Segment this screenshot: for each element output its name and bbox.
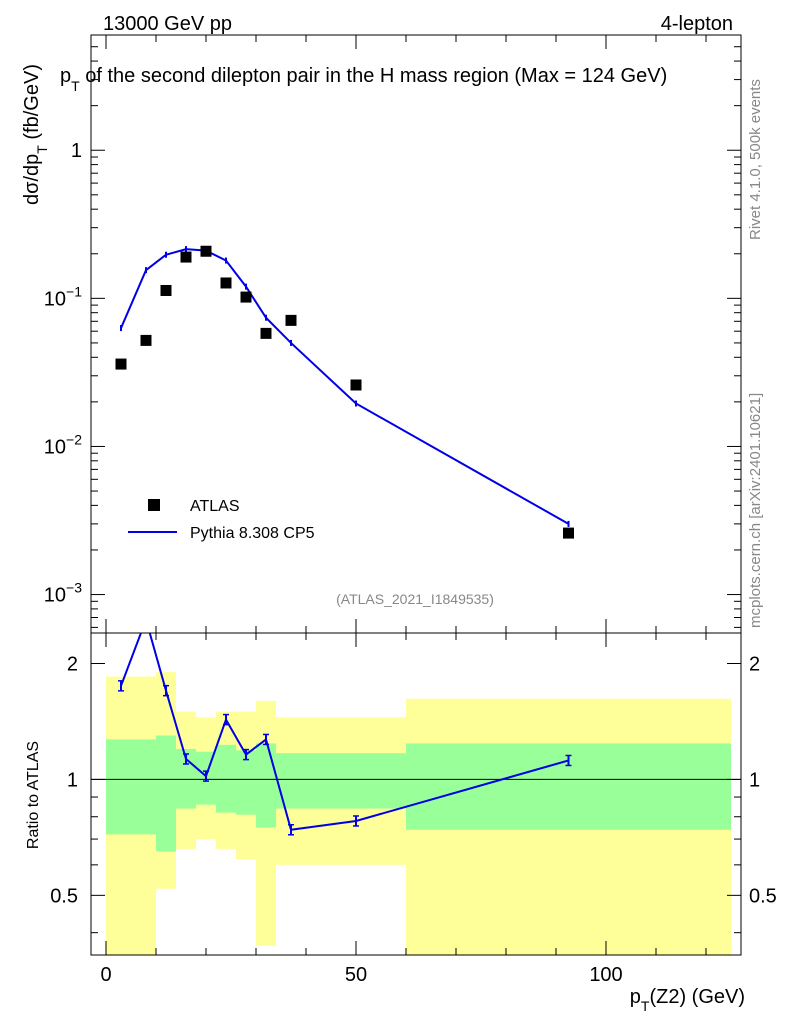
y-ratio-tick-label-left: 1 xyxy=(67,769,78,791)
channel-label: 4-lepton xyxy=(661,13,733,35)
band-inner xyxy=(216,744,236,813)
data-point xyxy=(200,245,212,257)
legend-data-label: ATLAS xyxy=(190,498,240,515)
x-tick-label: 100 xyxy=(589,964,622,986)
band-inner xyxy=(236,750,256,815)
rivet-label: Rivet 4.1.0, 500k events xyxy=(747,79,764,240)
y-axis-title-main-sub: T xyxy=(34,145,50,154)
plot-title-rest: of the second dilepton pair in the H mas… xyxy=(80,65,668,87)
data-point xyxy=(220,277,232,289)
data-point xyxy=(563,527,574,539)
y-main-tick-label: 10−2 xyxy=(44,431,82,458)
band-inner xyxy=(256,743,276,828)
data-point xyxy=(160,284,172,296)
y-axis-title-main: dσ/dpT (fb/GeV) xyxy=(21,64,50,205)
band-inner xyxy=(156,735,176,852)
data-point xyxy=(260,327,272,339)
y-main-tick-label: 1 xyxy=(71,140,82,162)
plot-title-prefix: p xyxy=(60,65,71,87)
plot-title-sub: T xyxy=(71,78,80,94)
plot-title: pT of the second dilepton pair in the H … xyxy=(60,65,667,94)
y-ratio-tick-label-right: 2 xyxy=(749,653,760,675)
band-inner xyxy=(106,739,156,835)
y-axis-title-ratio: Ratio to ATLAS xyxy=(25,741,42,849)
analysis-tag: (ATLAS_2021_I1849535) xyxy=(336,591,494,607)
data-point xyxy=(285,314,297,326)
mc-series-ratio xyxy=(118,633,572,836)
mc-series-main xyxy=(120,246,570,527)
y-main-tick-label: 10−3 xyxy=(44,580,82,607)
y-ratio-tick-label-left: 0.5 xyxy=(50,885,78,907)
main-plot-frame xyxy=(90,34,742,634)
y-ratio-tick-label-left: 2 xyxy=(67,653,78,675)
data-point xyxy=(180,251,192,263)
y-ratio-tick-label-right: 1 xyxy=(749,769,760,791)
axis-tick-labels: 0 50 100 10−3 10−2 10−1 1 0.5 0.5 1 1 2 2 xyxy=(44,140,777,986)
y-axis-title-main-unit: (fb/GeV) xyxy=(21,64,43,145)
legend-mc-label: Pythia 8.308 CP5 xyxy=(190,525,315,542)
mc-line xyxy=(120,248,569,525)
y-ratio-tick-label-right: 0.5 xyxy=(749,885,777,907)
legend-data-marker xyxy=(148,499,160,511)
x-axis-title-prefix: p xyxy=(630,986,641,1008)
y-main-tick-label: 10−1 xyxy=(44,283,82,310)
ratio-plot-frame xyxy=(90,632,742,956)
x-tick-label: 50 xyxy=(345,964,367,986)
data-point xyxy=(115,358,127,370)
x-axis-title: pT(Z2) (GeV) xyxy=(630,986,745,1014)
band-inner xyxy=(276,753,406,809)
ratio-uncertainty-bands xyxy=(106,672,731,955)
x-axis-title-sub: T xyxy=(641,998,650,1014)
data-point xyxy=(240,291,252,303)
axis-ticks xyxy=(91,34,741,955)
data-series-main xyxy=(115,245,574,539)
site-label: mcplots.cern.ch [arXiv:2401.10621] xyxy=(747,393,764,628)
x-axis-title-rest: (Z2) (GeV) xyxy=(649,986,745,1008)
data-point xyxy=(350,379,362,391)
energy-label: 13000 GeV pp xyxy=(103,13,232,35)
x-tick-label: 0 xyxy=(100,964,111,986)
data-point xyxy=(140,334,152,346)
y-axis-title-main-text: dσ/dp xyxy=(21,154,43,205)
